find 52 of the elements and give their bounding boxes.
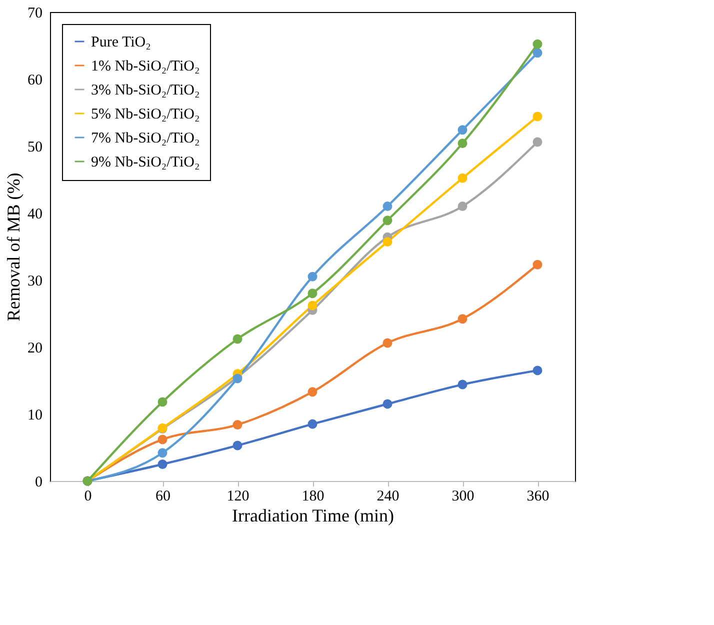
point <box>532 112 542 122</box>
point <box>308 419 318 429</box>
point <box>532 260 542 270</box>
point <box>458 314 468 324</box>
x-tick-label: 0 <box>84 488 92 504</box>
point <box>232 440 242 450</box>
y-tick-label: 10 <box>28 408 42 424</box>
x-tick-label: 360 <box>526 488 550 504</box>
y-tick-label: 20 <box>28 340 42 356</box>
x-tick-label: 180 <box>302 488 324 504</box>
point <box>232 334 242 344</box>
point <box>532 366 542 376</box>
point <box>158 434 168 444</box>
x-tick-label: 300 <box>452 488 474 504</box>
y-tick-label: 50 <box>28 140 42 156</box>
legend-label: 3% Nb-SiO₂/TiO₂ <box>91 82 200 98</box>
y-tick-label: 60 <box>28 72 42 88</box>
point <box>382 399 392 409</box>
legend-label: Pure TiO₂ <box>91 34 151 50</box>
point <box>158 397 168 407</box>
point <box>458 202 468 212</box>
point <box>458 173 468 183</box>
point <box>382 338 392 348</box>
legend-label: 1% Nb-SiO₂/TiO₂ <box>91 58 200 74</box>
point <box>158 460 168 469</box>
legend-label: 9% Nb-SiO₂/TiO₂ <box>91 154 200 170</box>
y-tick-label: 70 <box>28 6 42 22</box>
x-tick-label: 60 <box>156 488 170 504</box>
point <box>382 202 392 212</box>
point <box>308 272 318 282</box>
point <box>232 420 242 430</box>
point <box>158 448 168 458</box>
y-tick-label: 40 <box>28 206 42 222</box>
point <box>532 39 542 49</box>
point <box>458 380 468 390</box>
point <box>532 48 542 58</box>
x-tick-label: 240 <box>376 488 400 504</box>
y-axis-title: Removal of MB (%) <box>4 172 24 322</box>
legend-label: 5% Nb-SiO₂/TiO₂ <box>91 106 200 122</box>
point <box>458 125 468 135</box>
point <box>532 137 542 147</box>
point <box>308 300 318 310</box>
x-tick-label: 120 <box>226 488 250 504</box>
y-tick-label: 30 <box>28 274 42 290</box>
y-tick-label: 0 <box>35 474 42 490</box>
point <box>458 138 468 148</box>
point <box>308 288 318 298</box>
point <box>308 387 318 397</box>
legend-label: 7% Nb-SiO₂/TiO₂ <box>91 130 200 146</box>
point <box>382 237 392 247</box>
point <box>382 216 392 226</box>
x-axis-title: Irradiation Time (min) <box>232 506 394 526</box>
